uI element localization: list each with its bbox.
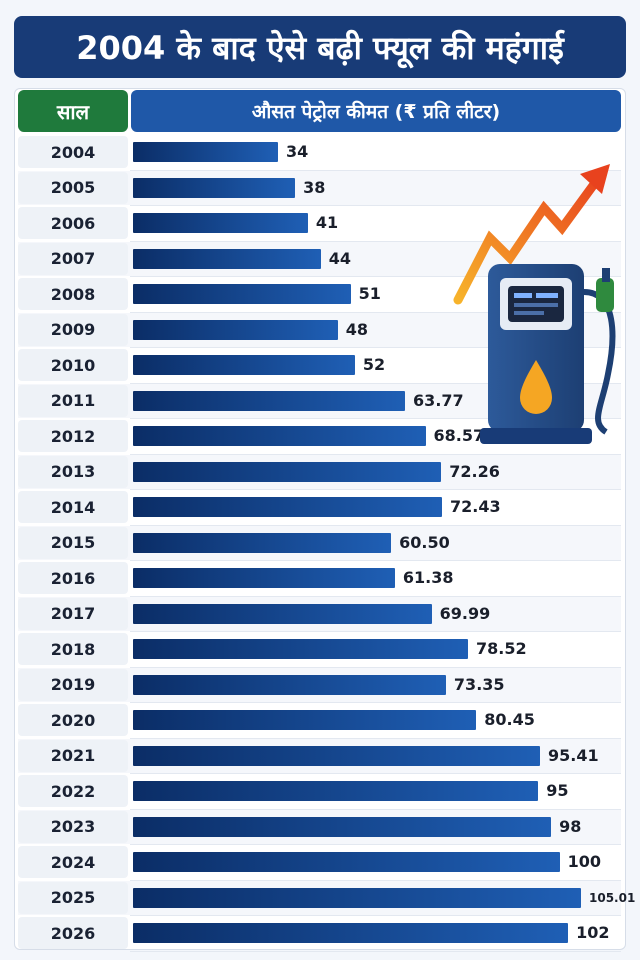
year-label: 2008 bbox=[18, 278, 128, 310]
row-divider bbox=[130, 205, 621, 206]
fuel-pump-icon bbox=[453, 164, 616, 444]
price-bar bbox=[133, 319, 338, 340]
year-label: 2009 bbox=[18, 313, 128, 346]
page-title: 2004 के बाद ऐसे बढ़ी फ्यूल की महंगाई bbox=[14, 16, 626, 78]
year-label: 2023 bbox=[18, 810, 128, 843]
price-bar bbox=[133, 532, 392, 553]
price-value-label: 72.43 bbox=[450, 497, 501, 516]
price-value-label: 105.01 bbox=[589, 890, 636, 905]
row-divider bbox=[130, 524, 621, 526]
row-divider bbox=[130, 382, 621, 384]
row-divider bbox=[130, 347, 621, 348]
price-bar bbox=[133, 852, 560, 872]
year-label: 2012 bbox=[18, 420, 128, 452]
price-value-label: 52 bbox=[362, 355, 386, 374]
price-bar bbox=[133, 390, 406, 411]
price-value-label: 69.99 bbox=[439, 603, 491, 623]
year-label: 2005 bbox=[18, 171, 128, 204]
price-value-label: 98 bbox=[559, 816, 582, 836]
year-label: 2015 bbox=[18, 526, 128, 559]
price-bar bbox=[133, 142, 279, 162]
price-bar bbox=[133, 248, 321, 269]
price-bar bbox=[133, 497, 442, 517]
row-divider bbox=[130, 169, 621, 171]
year-label: 2004 bbox=[18, 136, 128, 168]
year-label: 2014 bbox=[18, 491, 128, 523]
row-divider bbox=[130, 702, 621, 703]
price-value-label: 95.41 bbox=[548, 745, 599, 765]
price-value-label: 72.26 bbox=[449, 461, 500, 481]
price-bar bbox=[133, 213, 308, 233]
row-divider bbox=[130, 489, 621, 490]
price-value-label: 61.38 bbox=[402, 568, 454, 587]
row-divider bbox=[130, 666, 621, 668]
price-bar bbox=[133, 781, 539, 801]
row-divider bbox=[130, 808, 621, 810]
year-label: 2007 bbox=[18, 242, 128, 275]
price-value-label: 95 bbox=[546, 781, 569, 800]
year-label: 2010 bbox=[18, 349, 128, 381]
year-label: 2024 bbox=[18, 846, 128, 878]
row-divider bbox=[130, 276, 621, 277]
price-bar bbox=[133, 710, 477, 730]
price-bar bbox=[133, 603, 432, 624]
price-value-label: 60.50 bbox=[399, 532, 450, 552]
year-label: 2020 bbox=[18, 704, 128, 736]
price-value-label: 34 bbox=[286, 142, 309, 161]
year-label: 2013 bbox=[18, 455, 128, 488]
year-label: 2011 bbox=[18, 384, 128, 417]
year-label: 2021 bbox=[18, 739, 128, 772]
price-bar bbox=[133, 426, 426, 446]
price-bar bbox=[133, 816, 552, 837]
year-label: 2018 bbox=[18, 633, 128, 665]
price-bar bbox=[133, 177, 296, 198]
price-bar bbox=[133, 284, 351, 304]
price-bar bbox=[133, 887, 581, 908]
row-divider bbox=[130, 773, 621, 774]
price-value-label: 68.57 bbox=[433, 426, 485, 445]
row-divider bbox=[130, 915, 621, 916]
year-column-header: साल bbox=[18, 90, 128, 132]
row-divider bbox=[130, 453, 621, 455]
price-bar bbox=[133, 745, 541, 766]
year-label: 2022 bbox=[18, 775, 128, 807]
price-value-label: 41 bbox=[315, 213, 339, 232]
price-column-header: औसत पेट्रोल कीमत (₹ प्रति लीटर) bbox=[131, 90, 621, 132]
price-value-label: 38 bbox=[303, 177, 326, 197]
row-divider bbox=[130, 950, 621, 952]
price-bar bbox=[133, 923, 569, 943]
price-value-label: 80.45 bbox=[484, 710, 535, 729]
price-value-label: 44 bbox=[328, 248, 351, 268]
row-divider bbox=[130, 879, 621, 881]
row-divider bbox=[130, 560, 621, 561]
row-divider bbox=[130, 737, 621, 739]
price-bar bbox=[133, 568, 395, 588]
row-divider bbox=[130, 595, 621, 597]
year-label: 2026 bbox=[18, 917, 128, 949]
row-divider bbox=[130, 631, 621, 632]
row-divider bbox=[130, 418, 621, 419]
price-bar bbox=[133, 461, 442, 482]
price-bar bbox=[133, 674, 446, 695]
price-bar bbox=[133, 355, 355, 375]
year-label: 2025 bbox=[18, 881, 128, 914]
year-label: 2006 bbox=[18, 207, 128, 239]
price-value-label: 48 bbox=[345, 319, 369, 339]
year-label: 2016 bbox=[18, 562, 128, 594]
year-label: 2017 bbox=[18, 597, 128, 630]
price-value-label: 78.52 bbox=[475, 639, 527, 658]
row-divider bbox=[130, 240, 621, 242]
row-divider bbox=[130, 311, 621, 313]
price-value-label: 102 bbox=[576, 923, 610, 942]
price-value-label: 63.77 bbox=[413, 390, 464, 410]
price-value-label: 73.35 bbox=[453, 674, 505, 694]
rising-arrow-icon bbox=[453, 164, 610, 305]
price-value-label: 51 bbox=[358, 284, 381, 303]
price-value-label: 100 bbox=[567, 852, 602, 871]
row-divider bbox=[130, 844, 621, 845]
price-bar bbox=[133, 639, 468, 659]
year-label: 2019 bbox=[18, 668, 128, 701]
